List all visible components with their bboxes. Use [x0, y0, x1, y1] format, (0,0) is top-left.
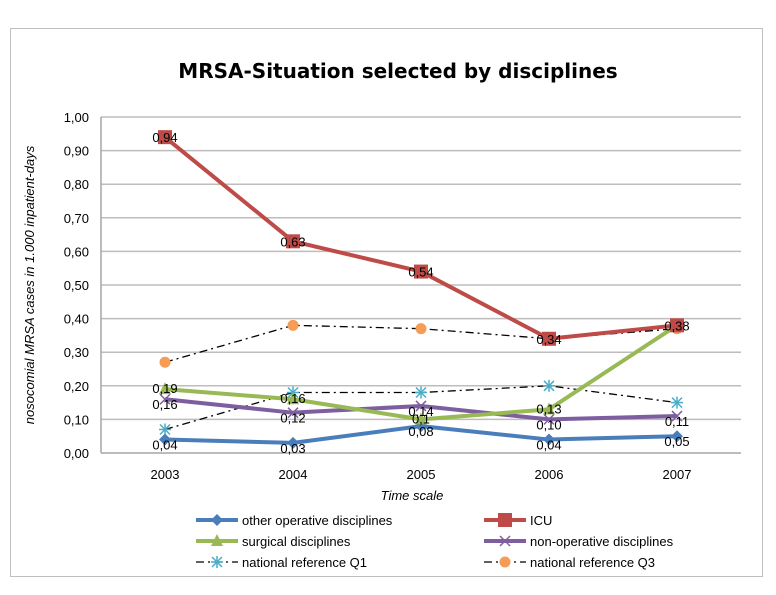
x-axis-ticks: 2003 2004 2005 2006 2007: [151, 467, 692, 482]
data-point: [543, 413, 555, 425]
data-label: 0,13: [536, 401, 561, 416]
legend-item: other operative disciplines: [196, 513, 393, 528]
data-label: 0,14: [408, 404, 433, 419]
legend-item: non-operative disciplines: [484, 534, 674, 549]
legend-label: national reference Q1: [242, 555, 367, 570]
legend: other operative disciplines ICU surgical d…: [196, 513, 674, 570]
y-tick-label: 0,00: [64, 446, 89, 461]
data-label: 0,04: [152, 438, 177, 453]
data-point: [543, 433, 555, 446]
legend-marker: [211, 514, 223, 526]
data-point: [158, 130, 172, 145]
legend-marker: [498, 513, 512, 527]
y-tick-label: 0,10: [64, 412, 89, 427]
legend-marker: [499, 535, 511, 547]
series-line: [164, 385, 678, 431]
data-point: [543, 379, 555, 392]
data-labels: 0,04 0,03 0,08 0,04 0,05 0,94 0,63 0,54 0,34 0,38…: [152, 130, 689, 456]
data-label: 0,19: [152, 381, 177, 396]
legend-label: non-operative disciplines: [530, 534, 674, 549]
x-tick-label: 2003: [151, 467, 180, 482]
legend-item: ICU: [484, 513, 552, 528]
gridlines: [100, 116, 741, 454]
series-line: [163, 135, 678, 341]
series-icu: [158, 130, 684, 346]
legend-marker: [499, 556, 511, 568]
data-label: 0,94: [152, 130, 177, 145]
x-axis-title: Time scale: [381, 488, 444, 503]
legend-item: national reference Q3: [484, 555, 655, 570]
data-point: [159, 393, 171, 405]
data-point: [670, 318, 684, 333]
data-label: 0,38: [664, 318, 689, 333]
data-point: [415, 386, 427, 399]
x-tick-label: 2004: [279, 467, 308, 482]
data-point: [415, 412, 427, 425]
series-national-reference-q3: [159, 319, 683, 368]
data-label: 0,1: [412, 411, 430, 426]
legend-marker: [211, 534, 223, 546]
data-point: [414, 264, 428, 279]
data-point: [287, 407, 299, 419]
y-axis-ticks: 0,00 0,10 0,20 0,30 0,40 0,50 0,60 0,70 0,80 0,90…: [64, 110, 89, 461]
data-label: 0,12: [280, 411, 305, 426]
series-surgical-disciplines: [159, 318, 683, 425]
data-point: [543, 402, 555, 415]
chart-title: MRSA-Situation selected by disciplines: [178, 59, 617, 83]
series-non-operative-disciplines: [159, 393, 683, 425]
data-point: [287, 319, 299, 331]
y-tick-label: 0,20: [64, 379, 89, 394]
series-national-reference-q1: [159, 379, 683, 436]
legend-label: surgical disciplines: [242, 534, 351, 549]
data-label: 0,11: [665, 414, 689, 429]
data-label: 0,03: [280, 441, 305, 456]
series-group: [158, 130, 684, 449]
y-tick-label: 1,00: [64, 110, 89, 125]
data-label: 0,05: [664, 434, 689, 449]
data-point: [159, 423, 171, 436]
data-label: 0,04: [536, 438, 561, 453]
x-tick-label: 2007: [663, 467, 692, 482]
data-label: 0,16: [280, 391, 305, 406]
chart-frame: [10, 28, 763, 577]
y-tick-label: 0,80: [64, 177, 89, 192]
data-point: [287, 436, 299, 449]
data-point: [671, 410, 683, 422]
data-point: [415, 400, 427, 412]
y-tick-label: 0,50: [64, 278, 89, 293]
data-label: 0,08: [408, 424, 433, 439]
y-tick-label: 0,40: [64, 312, 89, 327]
y-tick-label: 0,90: [64, 144, 89, 159]
y-tick-label: 0,30: [64, 345, 89, 360]
data-label: 0,34: [536, 332, 561, 347]
data-point: [671, 396, 683, 409]
data-point: [159, 433, 171, 446]
data-label: 0,54: [408, 265, 433, 280]
x-tick-label: 2005: [407, 467, 436, 482]
data-point: [671, 430, 683, 443]
legend-label: national reference Q3: [530, 555, 655, 570]
data-point: [415, 323, 427, 335]
legend-marker: [211, 556, 223, 568]
y-tick-label: 0,70: [64, 211, 89, 226]
x-tick-label: 2006: [535, 467, 564, 482]
legend-item: surgical disciplines: [196, 534, 351, 549]
data-label: 0,10: [536, 417, 561, 432]
y-tick-label: 0,60: [64, 244, 89, 259]
data-point: [542, 331, 556, 346]
data-label: 0,16: [152, 397, 177, 412]
legend-item: national reference Q1: [196, 555, 367, 570]
data-point: [159, 382, 171, 395]
data-label: 0,63: [280, 234, 305, 249]
data-point: [287, 392, 299, 405]
data-point: [159, 356, 171, 368]
legend-label: other operative disciplines: [242, 513, 393, 528]
data-point: [286, 234, 300, 249]
y-axis-title: nosocomial MRSA cases in 1.000 inpatient…: [22, 145, 37, 424]
legend-label: ICU: [530, 513, 552, 528]
